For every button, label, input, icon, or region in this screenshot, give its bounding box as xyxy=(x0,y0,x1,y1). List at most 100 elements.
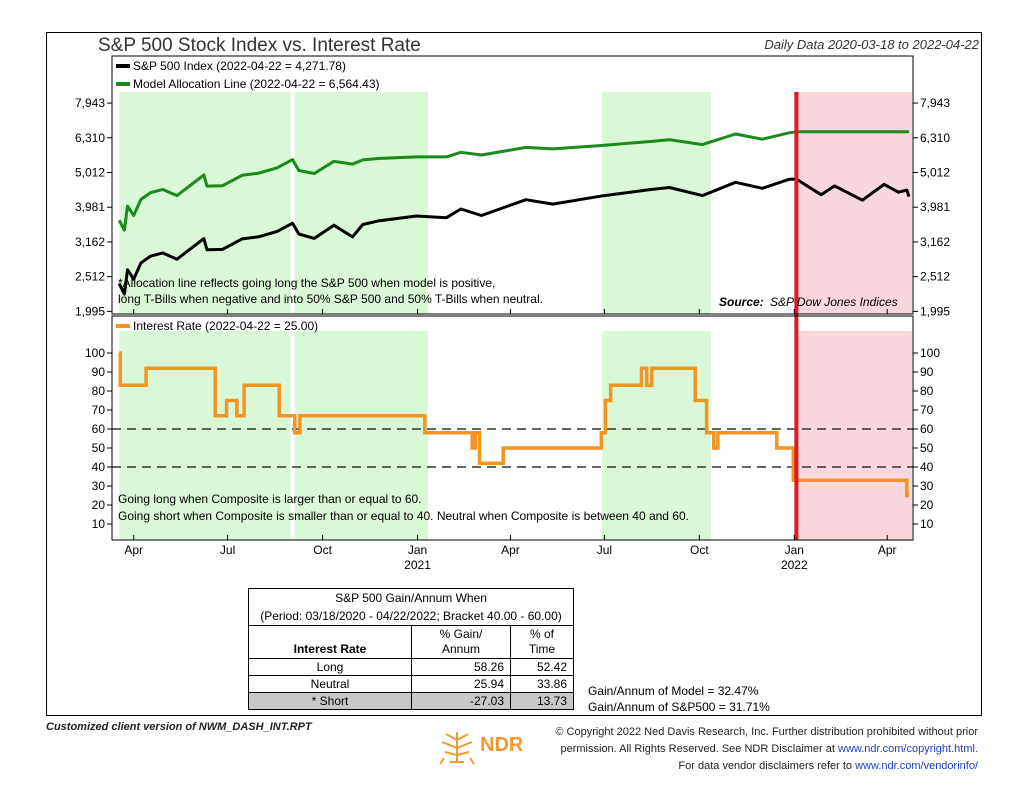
copyright-line3: For data vendor disclaimers refer to www… xyxy=(555,758,978,775)
x-tick-label: Oct xyxy=(690,543,709,557)
short-rule-note: Going short when Composite is smaller th… xyxy=(118,509,689,523)
ndr-logo-text: NDR xyxy=(480,734,524,756)
col-time: % of Time xyxy=(510,625,574,659)
allocation-note-line2: long T-Bills when negative and into 50% … xyxy=(118,292,543,306)
legend-sp500: S&P 500 Index (2022-04-22 = 4,271.78) xyxy=(133,59,346,73)
allocation-note-line1: *Allocation line reflects going long the… xyxy=(118,276,495,290)
col-gain-line1: % Gain/ xyxy=(439,627,483,641)
y-tick-label-right: 100 xyxy=(920,346,940,360)
y-tick-label-left: 100 xyxy=(85,346,105,360)
upper-panel-border xyxy=(111,55,914,315)
legend-model: Model Allocation Line (2022-04-22 = 6,56… xyxy=(133,77,380,91)
axis-layer xyxy=(107,55,918,541)
x-tick-label: Jul xyxy=(220,543,235,557)
y-tick-label-left: 7,943 xyxy=(75,96,105,110)
long-zone xyxy=(294,331,428,540)
y-tick-label-right: 40 xyxy=(920,460,934,474)
y-tick-label-left: 1,995 xyxy=(75,304,105,318)
short-zone xyxy=(796,331,912,540)
y-tick-label-right: 30 xyxy=(920,479,934,493)
copyright-line2: permission. All Rights Reserved. See NDR… xyxy=(555,741,978,758)
col-time-line1: % of xyxy=(529,627,554,641)
y-tick-label-right: 3,162 xyxy=(920,235,950,249)
lower-panel-border xyxy=(111,315,914,541)
zone-layer xyxy=(119,92,912,540)
row-label: * Short xyxy=(248,692,412,710)
legend-interest-rate: Interest Rate (2022-04-22 = 25.00) xyxy=(133,319,318,333)
row-gain: 25.94 xyxy=(411,675,511,693)
long-zone xyxy=(602,92,711,314)
y-tick-label-right: 10 xyxy=(920,517,934,531)
copyright-link[interactable]: www.ndr.com/copyright.html. xyxy=(838,743,978,755)
y-tick-label-left: 30 xyxy=(92,479,106,493)
table-row: Long 58.26 52.42 xyxy=(248,658,574,676)
y-tick-label-left: 3,162 xyxy=(75,235,105,249)
source-label: Source: xyxy=(719,295,764,309)
model-line xyxy=(117,130,909,232)
row-gain: 58.26 xyxy=(411,658,511,676)
y-tick-label-left: 40 xyxy=(92,460,106,474)
row-time: 33.86 xyxy=(510,675,574,693)
x-tick-label: Apr xyxy=(878,543,897,557)
y-tick-label-right: 1,995 xyxy=(920,304,950,318)
y-tick-label-left: 20 xyxy=(92,498,106,512)
series-layer xyxy=(117,92,911,540)
x-tick-label: Jan xyxy=(408,543,427,557)
y-tick-label-right: 70 xyxy=(920,403,934,417)
long-zone xyxy=(602,331,711,540)
x-year-label: 2021 xyxy=(404,558,431,572)
table-period: (Period: 03/18/2020 - 04/22/2022; Bracke… xyxy=(248,607,574,626)
y-tick-label-left: 10 xyxy=(92,517,106,531)
date-range: Daily Data 2020-03-18 to 2022-04-22 xyxy=(764,37,979,52)
row-time: 52.42 xyxy=(510,658,574,676)
long-zone xyxy=(294,92,428,314)
threshold-layer xyxy=(112,428,913,468)
vendor-info-link[interactable]: www.ndr.com/vendorinfo/ xyxy=(855,760,978,772)
col-interest-rate: Interest Rate xyxy=(248,625,412,659)
table-row: Neutral 25.94 33.86 xyxy=(248,675,574,693)
col-time-line2: Time xyxy=(528,642,556,656)
col-gain: % Gain/Annum xyxy=(411,625,511,659)
long-zone xyxy=(119,331,291,540)
y-tick-label-right: 20 xyxy=(920,498,934,512)
y-tick-label-left: 6,310 xyxy=(75,131,105,145)
col-gain-line2: Annum xyxy=(441,642,481,656)
x-tick-label: Jan xyxy=(785,543,804,557)
row-label: Long xyxy=(248,658,412,676)
x-tick-label: Jul xyxy=(597,543,612,557)
x-year-label: 2022 xyxy=(781,558,808,572)
y-tick-label-left: 2,512 xyxy=(75,270,105,284)
short-zone xyxy=(796,92,912,314)
y-tick-label-left: 3,981 xyxy=(75,200,105,214)
y-tick-label-right: 2,512 xyxy=(920,270,950,284)
row-time: 13.73 xyxy=(510,692,574,710)
report-footer: Customized client version of NWM_DASH_IN… xyxy=(46,721,312,733)
gain-table: S&P 500 Gain/Annum When (Period: 03/18/2… xyxy=(248,588,574,710)
source-value: S&P Dow Jones Indices xyxy=(770,295,898,309)
label-layer: 7,943 7,943 6,310 6,310 5,012 5,012 3,981 3,981… xyxy=(75,59,950,572)
gain-model-text: Gain/Annum of Model = 32.47% xyxy=(588,684,759,698)
y-tick-label-right: 50 xyxy=(920,441,934,455)
y-tick-label-right: 6,310 xyxy=(920,131,950,145)
x-tick-label: Apr xyxy=(501,543,520,557)
copyright-line3-text: For data vendor disclaimers refer to xyxy=(678,760,856,772)
ndr-logo-icon xyxy=(439,732,475,765)
row-label: Neutral xyxy=(248,675,412,693)
copyright: © Copyright 2022 Ned Davis Research, Inc… xyxy=(555,724,978,775)
y-tick-label-left: 70 xyxy=(92,403,106,417)
y-tick-label-right: 60 xyxy=(920,422,934,436)
copyright-line1: © Copyright 2022 Ned Davis Research, Inc… xyxy=(555,726,978,738)
y-tick-label-left: 60 xyxy=(92,422,106,436)
copyright-line2-text: permission. All Rights Reserved. See NDR… xyxy=(560,743,838,755)
interest-rate-line xyxy=(118,351,909,498)
chart-title: S&P 500 Stock Index vs. Interest Rate xyxy=(98,35,421,56)
gain-sp500-text: Gain/Annum of S&P500 = 31.71% xyxy=(588,700,770,714)
row-gain: -27.03 xyxy=(411,692,511,710)
y-tick-label-left: 80 xyxy=(92,384,106,398)
x-tick-label: Oct xyxy=(313,543,332,557)
long-zone xyxy=(119,92,291,314)
y-tick-label-left: 90 xyxy=(92,365,106,379)
y-tick-label-right: 90 xyxy=(920,365,934,379)
y-tick-label-right: 3,981 xyxy=(920,200,950,214)
